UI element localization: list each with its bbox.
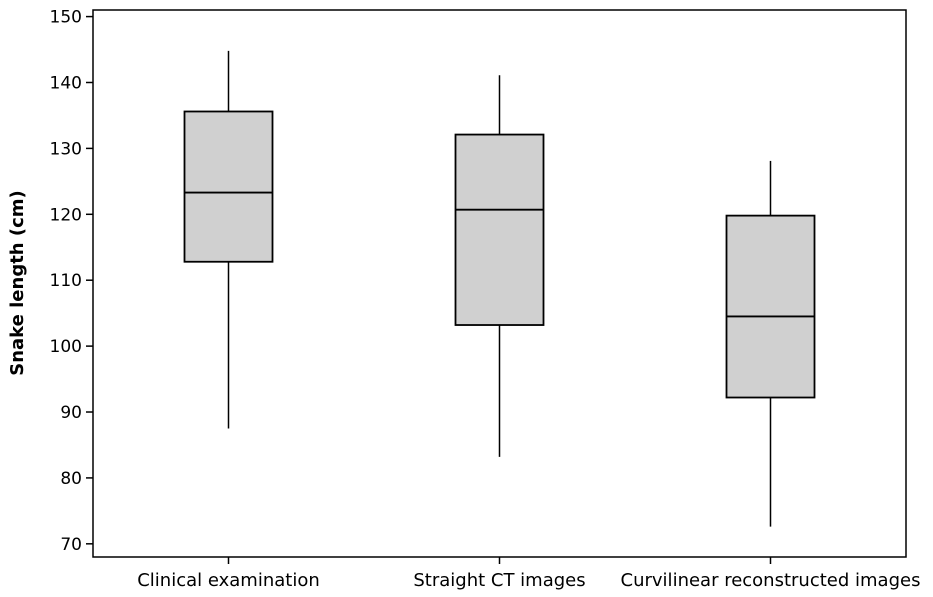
interquartile-box (725, 214, 816, 399)
box-1 (183, 50, 274, 429)
y-tick-label: 100 (50, 337, 82, 357)
interquartile-box (183, 110, 274, 263)
x-category-label: Clinical examination (137, 570, 320, 591)
box-3 (725, 160, 816, 527)
y-tick-label: 110 (50, 271, 82, 291)
y-tick-label: 70 (60, 535, 82, 555)
x-category-label: Straight CT images (413, 570, 585, 591)
y-axis: 70 80 90 100 110 120 130 140 150 (50, 8, 93, 555)
y-tick-label: 120 (50, 205, 82, 225)
y-tick-label: 140 (50, 73, 82, 93)
box-2 (454, 75, 545, 457)
y-tick-label: 90 (60, 403, 82, 423)
x-category-label: Curvilinear reconstructed images (621, 570, 921, 591)
y-axis-title: Snake length (cm) (7, 190, 28, 376)
x-axis: Clinical examination Straight CT images Cu… (137, 557, 920, 591)
boxes (183, 50, 816, 527)
y-tick-label: 80 (60, 469, 82, 489)
interquartile-box (454, 133, 545, 326)
y-tick-label: 130 (50, 139, 82, 159)
y-tick-label: 150 (50, 8, 82, 28)
